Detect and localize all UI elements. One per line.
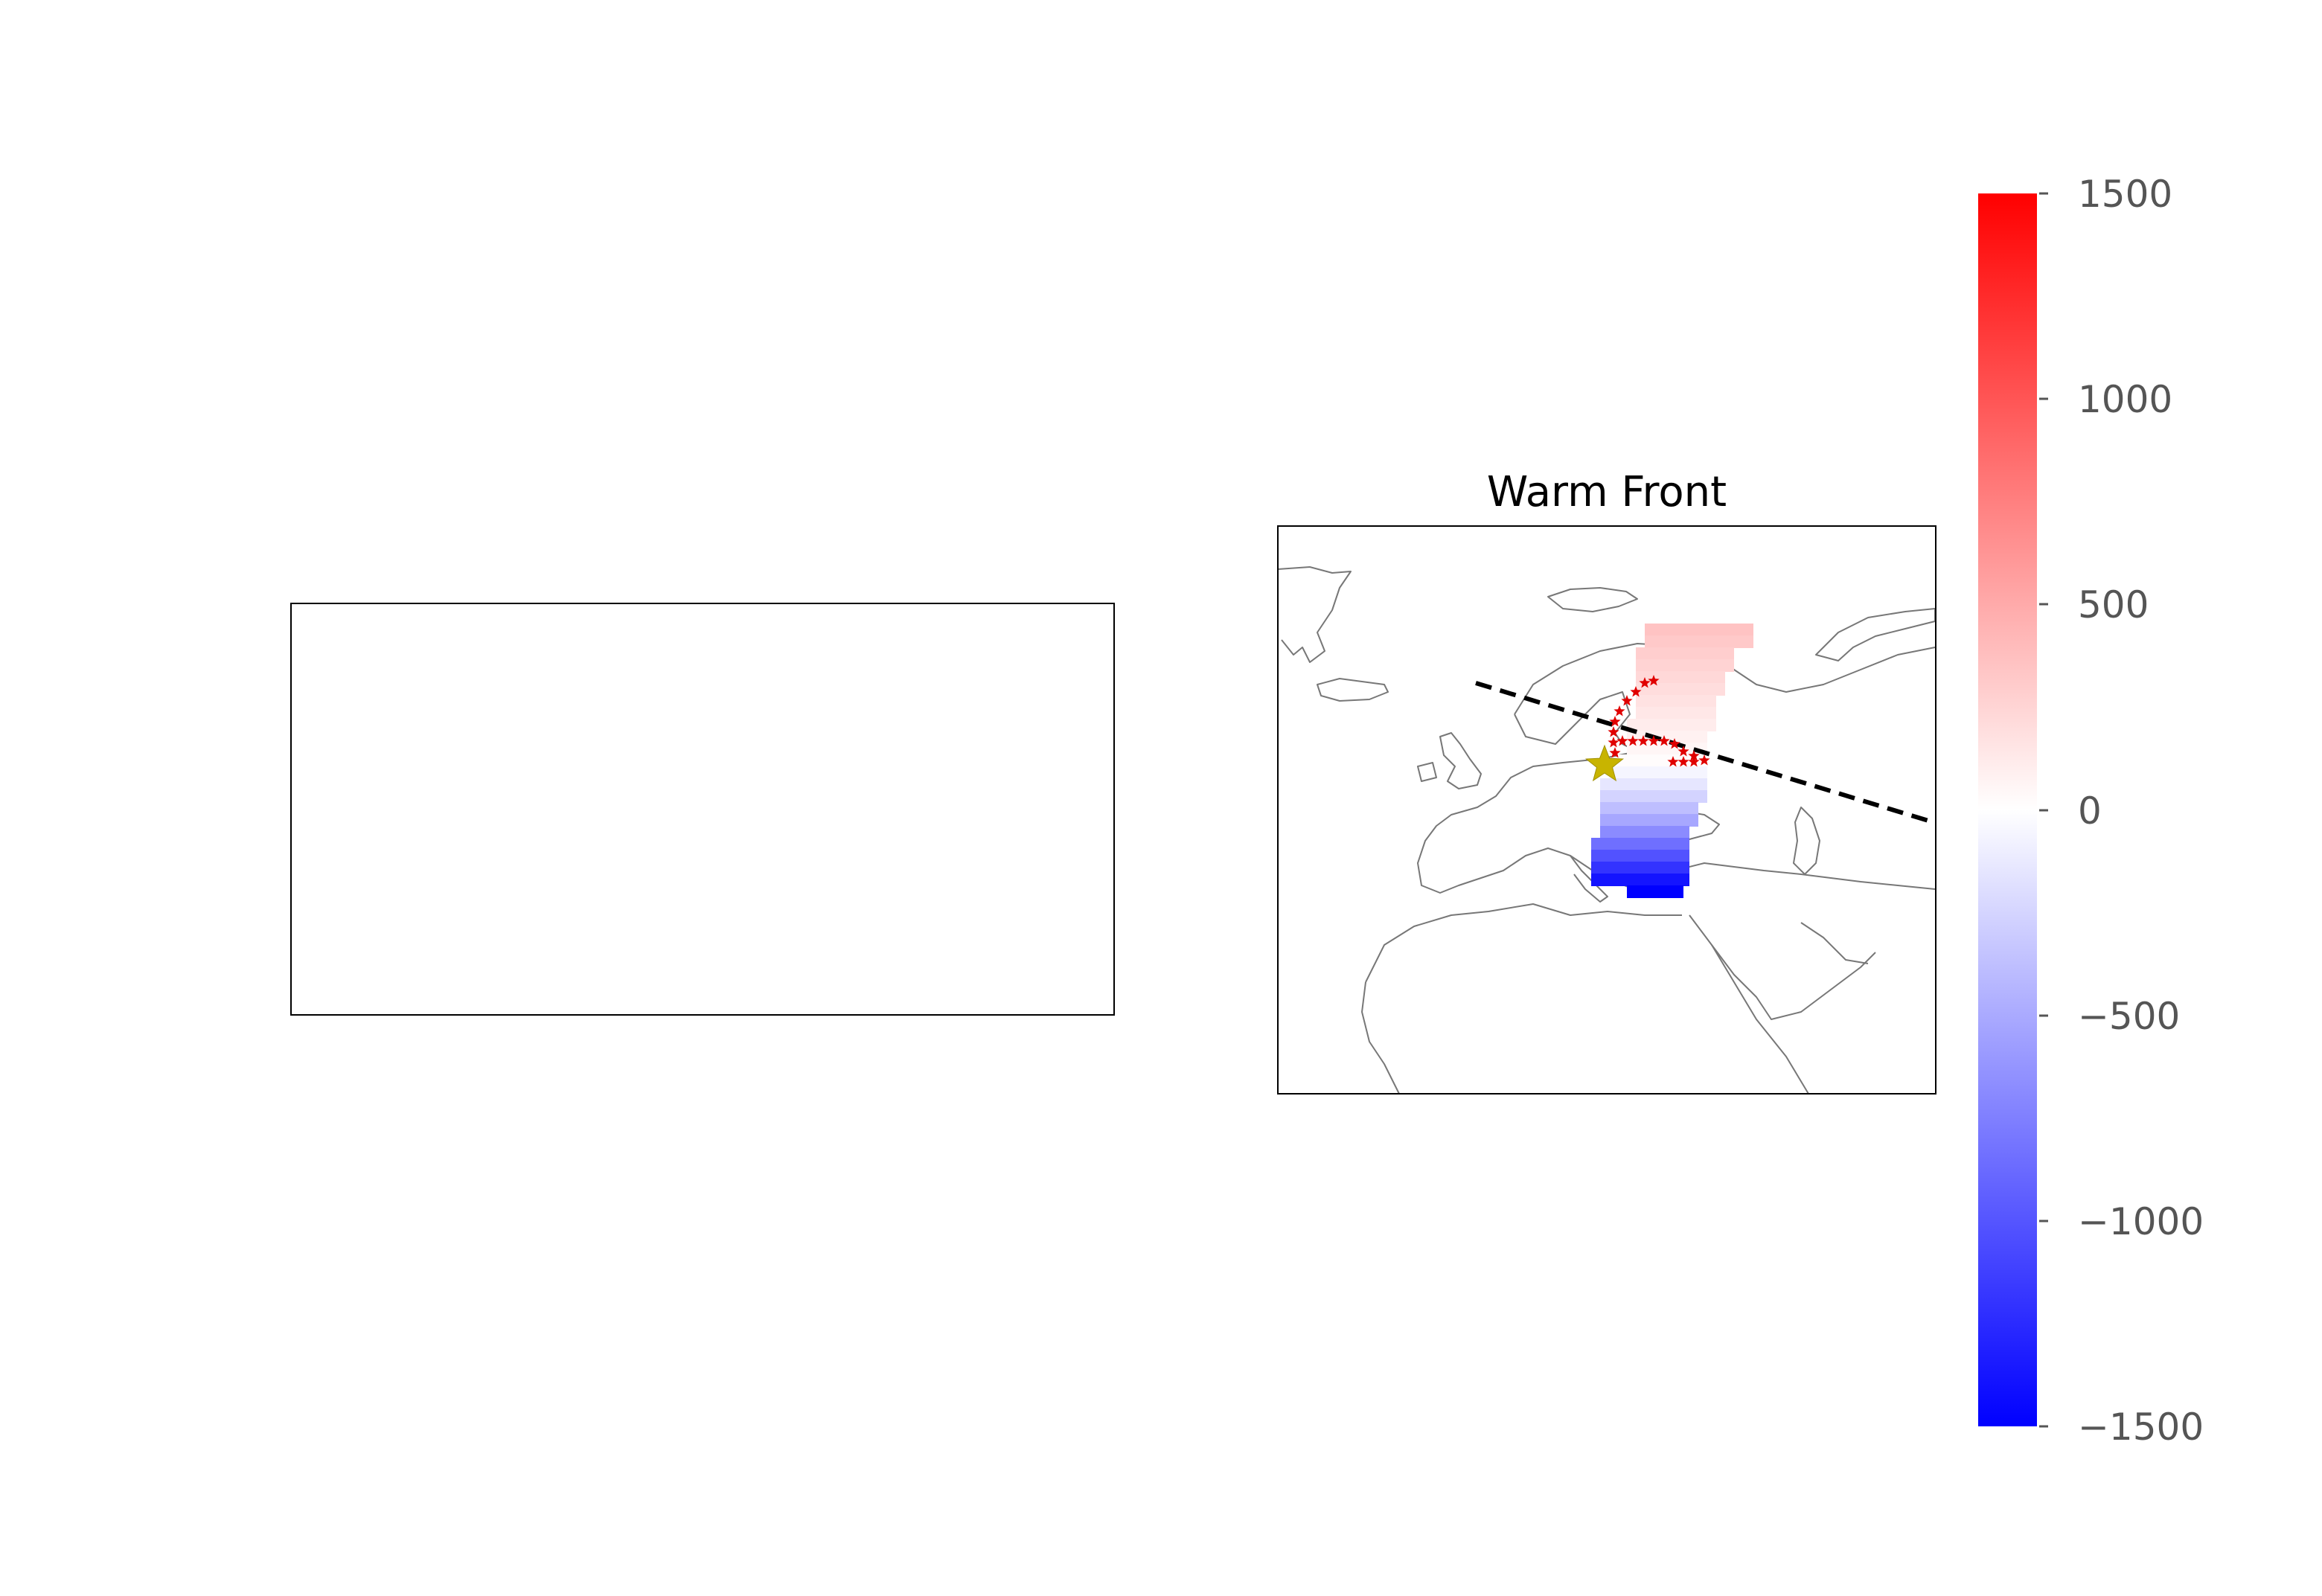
- track-star-marker: [1627, 735, 1639, 746]
- track-star-marker: [1669, 738, 1680, 749]
- heatmap-cell: [1609, 766, 1707, 779]
- coastlines: [1277, 566, 1936, 1095]
- heatmap-cell: [1636, 695, 1716, 708]
- colorbar-tick-label: −1000: [2078, 1200, 2204, 1243]
- track-star-marker: [1698, 754, 1710, 766]
- heatmap-cell: [1627, 719, 1716, 731]
- map-axes: [1277, 525, 1936, 1095]
- heatmap-cell: [1600, 778, 1707, 791]
- track-star-marker: [1613, 705, 1625, 717]
- colorbar-tick-label: 500: [2078, 583, 2149, 626]
- heatmap-cell: [1636, 683, 1725, 696]
- heatmap-cell: [1636, 671, 1725, 684]
- track-star-marker: [1608, 737, 1619, 748]
- heatmap-cell: [1636, 707, 1716, 720]
- colorbar-tick-label: 1000: [2078, 378, 2172, 421]
- track-star-marker: [1667, 756, 1679, 767]
- heatmap-cell: [1600, 826, 1689, 839]
- track-markers: [1602, 675, 1710, 769]
- heatmap-cell: [1627, 731, 1707, 743]
- heatmap-cell: [1636, 647, 1734, 660]
- front-line: [1475, 681, 1936, 825]
- colorbar-tick-label: 0: [2078, 789, 2102, 833]
- center-star-marker: [1584, 744, 1625, 782]
- heatmap-cell: [1627, 885, 1683, 898]
- left-axes-frame: [290, 603, 1115, 1016]
- track-star-marker: [1688, 750, 1700, 761]
- colorbar: [1978, 193, 2037, 1426]
- track-star-marker: [1621, 695, 1633, 706]
- track-star-marker: [1630, 686, 1642, 697]
- track-star-marker: [1648, 735, 1660, 746]
- heatmap-field: [1591, 624, 1753, 898]
- heatmap-cell: [1627, 743, 1707, 755]
- heatmap-cell: [1591, 862, 1689, 874]
- heatmap-cell: [1600, 814, 1698, 827]
- heatmap-cell: [1591, 838, 1689, 850]
- colorbar-tick-label: −500: [2078, 995, 2180, 1038]
- heatmap-cell: [1600, 790, 1707, 803]
- track-star-marker: [1609, 716, 1621, 727]
- track-star-marker: [1609, 747, 1621, 758]
- track-star-marker: [1608, 726, 1619, 737]
- track-star-marker: [1648, 675, 1660, 686]
- right-axes-title: Warm Front: [1487, 468, 1727, 516]
- colorbar-tick-label: −1500: [2078, 1406, 2204, 1449]
- map-axes-frame: [1277, 525, 1936, 1095]
- colorbar-ticks: 1500 1000 500 0 −500 −1000 −1500: [2039, 173, 2204, 1449]
- track-star-marker: [1658, 735, 1670, 746]
- track-star-marker: [1637, 735, 1649, 746]
- heatmap-cell: [1645, 635, 1753, 648]
- heatmap-cell: [1645, 624, 1753, 636]
- track-star-marker: [1616, 735, 1628, 746]
- track-star-marker: [1688, 756, 1700, 767]
- heatmap-cell: [1636, 659, 1734, 672]
- colorbar-tick-label: 1500: [2078, 173, 2172, 216]
- track-star-marker: [1677, 746, 1689, 757]
- heatmap-cell: [1591, 874, 1689, 886]
- track-star-marker: [1677, 756, 1689, 767]
- heatmap-cell: [1591, 850, 1689, 862]
- track-star-marker: [1639, 677, 1651, 688]
- heatmap-cell: [1600, 802, 1698, 815]
